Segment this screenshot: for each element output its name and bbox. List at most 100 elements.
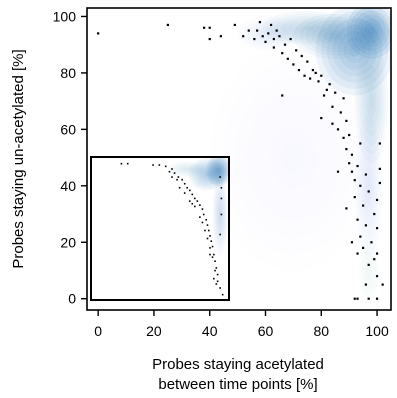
inset-data-point-4 bbox=[171, 168, 173, 170]
main-data-point-15 bbox=[269, 23, 273, 27]
inset-data-point-35 bbox=[209, 247, 211, 249]
inset-density-blob-1-layer-6 bbox=[204, 172, 211, 177]
main-data-point-83 bbox=[364, 283, 367, 286]
main-data-point-53 bbox=[356, 164, 359, 168]
inset-data-point-1 bbox=[126, 162, 129, 165]
inset-data-point-3 bbox=[164, 165, 167, 168]
main-data-point-5 bbox=[219, 35, 222, 38]
main-density-blob-4-layer-6 bbox=[369, 92, 374, 110]
y-axis: 0 20 40 60 80 100 bbox=[53, 8, 87, 307]
inset-data-point-43 bbox=[176, 178, 178, 181]
main-density-blob-2-layer-4 bbox=[317, 26, 354, 46]
inset-background bbox=[91, 157, 229, 300]
inset-data-point-18 bbox=[206, 224, 209, 226]
main-data-point-73 bbox=[381, 283, 384, 286]
inset-data-point-32 bbox=[199, 216, 201, 218]
inset-panel bbox=[90, 156, 230, 301]
inset-data-point-49 bbox=[219, 176, 221, 178]
inset-data-point-24 bbox=[214, 260, 216, 263]
inset-density-blob-1-layer-3 bbox=[196, 165, 219, 184]
x-tick-label: 20 bbox=[146, 323, 162, 339]
inset-data-point-53 bbox=[219, 233, 221, 236]
main-data-point-52 bbox=[353, 196, 356, 199]
inset-data-point-11 bbox=[191, 193, 194, 196]
inset-data-point-23 bbox=[213, 253, 215, 256]
main-data-point-17 bbox=[272, 46, 275, 49]
main-density-blob-7-layer-6 bbox=[367, 266, 370, 276]
x-tick-label: 100 bbox=[365, 323, 389, 339]
main-density-blob-2-layer-1 bbox=[299, 16, 372, 56]
main-data-point-3 bbox=[208, 37, 211, 41]
inset-data-point-51 bbox=[220, 186, 223, 189]
inset-data-point-31 bbox=[194, 205, 196, 208]
main-data-point-41 bbox=[336, 128, 340, 131]
inset-density-layer bbox=[188, 157, 229, 191]
main-data-point-80 bbox=[356, 297, 359, 300]
main-data-point-28 bbox=[303, 74, 306, 77]
main-data-point-81 bbox=[367, 297, 370, 300]
inset-data-point-50 bbox=[220, 197, 223, 200]
main-density-blob-1-layer-4 bbox=[338, 30, 372, 70]
y-tick-label: 20 bbox=[60, 234, 76, 250]
plot-frame bbox=[86, 7, 392, 311]
main-data-point-63 bbox=[367, 263, 370, 266]
inset-data-point-10 bbox=[188, 189, 191, 192]
inset-data-point-30 bbox=[188, 200, 191, 202]
main-density-blob-0-layer-0 bbox=[346, 8, 391, 59]
main-data-point-10 bbox=[256, 29, 259, 32]
main-data-point-16 bbox=[272, 37, 275, 41]
inset-data-point-14 bbox=[199, 204, 201, 206]
main-data-point-57 bbox=[359, 184, 362, 187]
main-data-point-67 bbox=[375, 198, 379, 202]
inset-density-blob-0-layer-4 bbox=[213, 163, 225, 178]
main-density-blob-1-layer-2 bbox=[326, 18, 383, 83]
inset-data-point-19 bbox=[207, 229, 210, 232]
main-data-point-23 bbox=[289, 37, 292, 41]
inset-data-point-38 bbox=[216, 280, 219, 283]
x-tick-label: 60 bbox=[258, 323, 274, 339]
y-axis-title: Probes staying un-acetylated [%] bbox=[10, 49, 27, 268]
main-data-point-48 bbox=[348, 133, 351, 137]
inset-density-blob-0-layer-1 bbox=[208, 157, 229, 185]
inset-data-point-8 bbox=[183, 182, 186, 185]
main-data-point-75 bbox=[320, 116, 323, 120]
inset-density-blob-0-layer-5 bbox=[215, 165, 223, 175]
inset-density-blob-0-layer-0 bbox=[206, 157, 229, 187]
main-data-point-20 bbox=[281, 52, 284, 55]
main-data-point-59 bbox=[362, 204, 365, 207]
x-tick-label: 80 bbox=[313, 323, 329, 339]
main-density-blob-2-layer-0 bbox=[293, 13, 378, 59]
inset-data-point-41 bbox=[158, 164, 161, 166]
main-data-point-33 bbox=[317, 80, 320, 83]
main-data-point-49 bbox=[350, 170, 354, 173]
main-data-point-39 bbox=[331, 105, 334, 108]
main-data-point-26 bbox=[297, 68, 301, 72]
main-data-point-51 bbox=[353, 179, 356, 182]
main-data-point-56 bbox=[359, 142, 362, 145]
main-density-blob-0-layer-4 bbox=[360, 18, 383, 43]
inset-data-point-6 bbox=[177, 176, 180, 178]
y-tick-label: 80 bbox=[60, 65, 76, 81]
main-data-point-9 bbox=[253, 37, 256, 41]
main-data-point-38 bbox=[331, 122, 334, 125]
main-density-blob-0-layer-5 bbox=[364, 22, 379, 39]
inset-density-blob-1-layer-0 bbox=[188, 158, 227, 191]
inset-data-point-7 bbox=[181, 178, 183, 181]
main-data-point-79 bbox=[353, 297, 356, 300]
inset-points-layer bbox=[120, 162, 224, 296]
main-data-point-34 bbox=[320, 74, 323, 77]
inset-data-point-52 bbox=[220, 213, 223, 216]
inset-data-point-12 bbox=[194, 197, 196, 200]
inset-data-point-16 bbox=[202, 213, 205, 216]
main-data-point-62 bbox=[364, 224, 367, 227]
inset-data-point-45 bbox=[201, 221, 204, 224]
main-density-blob-2-layer-6 bbox=[329, 32, 342, 40]
main-data-point-70 bbox=[378, 142, 381, 145]
inset-density-blob-0-layer-2 bbox=[209, 158, 228, 182]
main-density-blob-0-layer-3 bbox=[357, 14, 386, 47]
main-data-point-27 bbox=[300, 54, 303, 58]
main-data-point-64 bbox=[367, 190, 370, 193]
main-data-point-82 bbox=[375, 297, 379, 300]
inset-data-point-46 bbox=[209, 253, 211, 256]
main-data-point-71 bbox=[378, 181, 381, 185]
